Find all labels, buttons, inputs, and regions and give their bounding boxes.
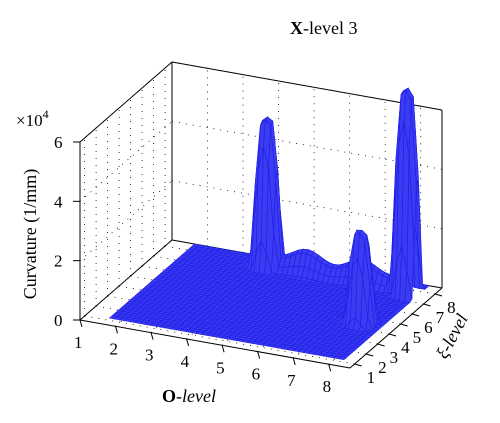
z-axis-label: Curvature (1/mm)	[20, 169, 41, 299]
grid-line	[79, 121, 173, 202]
z-tick-label: 2	[54, 252, 63, 271]
z-tick-label: 6	[54, 133, 63, 152]
grid-line	[79, 180, 173, 261]
y-tick	[354, 363, 362, 367]
chart-title: X-level 3	[290, 18, 357, 38]
box-edge	[79, 239, 173, 321]
y-tick	[377, 343, 385, 347]
x-tick-label: 3	[145, 346, 154, 365]
y-tick-label: 1	[367, 368, 376, 387]
x-tick	[186, 338, 190, 347]
y-tick	[434, 293, 443, 297]
y-tick-label: 6	[424, 318, 433, 337]
box-edge	[349, 287, 443, 369]
x-tick	[150, 332, 154, 340]
y-tick	[400, 323, 408, 327]
y-tick-label: 4	[401, 338, 410, 357]
box-edge	[171, 61, 443, 111]
y-tick-label: 2	[378, 358, 387, 377]
x-tick	[115, 326, 119, 334]
x-tick	[328, 364, 332, 372]
x-tick-label: 7	[287, 371, 296, 390]
surface-mesh	[108, 87, 430, 361]
surface-cell	[338, 356, 347, 361]
x-axis-label: O-level	[162, 386, 216, 406]
x-tick-label: 2	[110, 339, 119, 358]
z-tick-label: 4	[54, 192, 63, 211]
x-tick-label: 5	[216, 358, 225, 377]
y-tick	[411, 313, 420, 317]
y-tick-label: 8	[447, 298, 456, 317]
z-scale-multiplier: ×104	[16, 107, 49, 130]
y-tick-label: 7	[436, 308, 445, 327]
x-tick	[79, 319, 83, 328]
x-tick-label: 6	[252, 365, 261, 384]
x-tick	[257, 351, 261, 359]
x-tick	[221, 345, 225, 353]
y-tick	[365, 353, 374, 357]
y-tick	[423, 303, 431, 307]
box-edge	[79, 61, 173, 143]
x-tick-label: 8	[323, 377, 332, 396]
axis-box-front	[79, 287, 443, 369]
y-tick-label: 5	[413, 328, 422, 347]
x-tick	[292, 357, 296, 366]
y-tick	[388, 333, 397, 337]
box-edge	[79, 319, 351, 369]
y-tick-label: 3	[390, 348, 399, 367]
z-tick-label: 0	[54, 311, 63, 330]
tick-marks	[73, 141, 443, 372]
x-tick-label: 1	[74, 333, 83, 352]
x-tick-label: 4	[181, 352, 190, 371]
